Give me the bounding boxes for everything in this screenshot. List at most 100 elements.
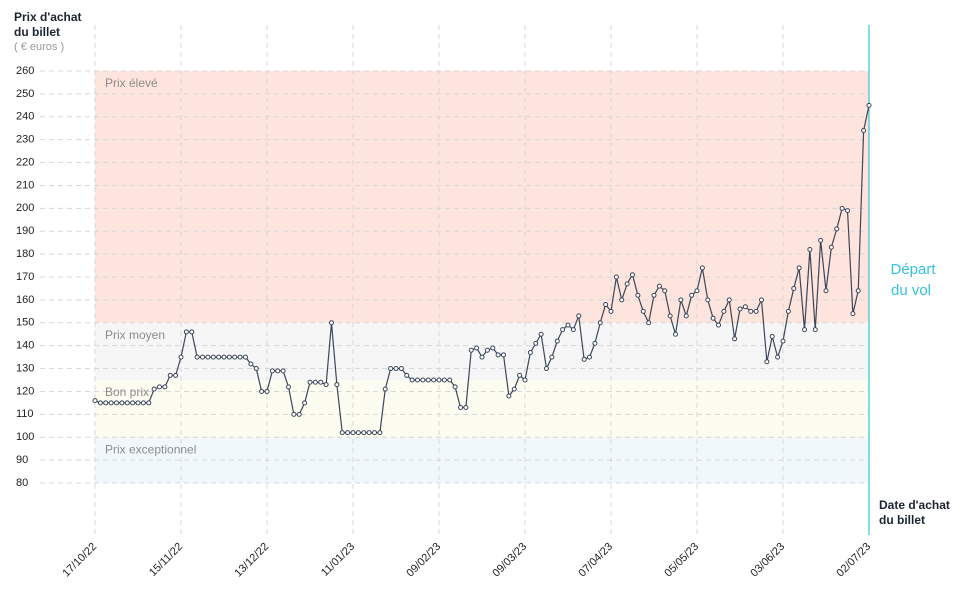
- price-point: [361, 430, 367, 436]
- price-point: [97, 400, 103, 406]
- price-point: [388, 366, 394, 372]
- price-point: [839, 205, 845, 211]
- price-point: [662, 288, 668, 294]
- y-tick-label: 170: [16, 271, 34, 283]
- y-tick-label: 100: [16, 431, 34, 443]
- price-point: [398, 366, 404, 372]
- price-point: [812, 327, 818, 333]
- y-tick-label: 120: [16, 385, 34, 397]
- band-label: Prix élevé: [105, 76, 158, 90]
- price-point: [624, 281, 630, 287]
- price-point: [431, 377, 437, 383]
- price-point: [501, 352, 506, 358]
- price-point: [678, 297, 684, 303]
- price-point: [200, 354, 205, 360]
- price-point: [275, 368, 281, 374]
- price-point: [329, 320, 334, 326]
- price-point: [656, 283, 662, 289]
- price-point: [506, 393, 512, 399]
- price-point: [135, 400, 141, 406]
- x-tick-label: 09/02/23: [404, 541, 443, 580]
- price-point: [791, 285, 797, 291]
- price-point: [533, 340, 539, 346]
- price-point: [259, 388, 265, 394]
- price-point: [286, 384, 291, 390]
- price-point: [474, 345, 480, 351]
- price-point: [683, 313, 689, 319]
- price-point: [796, 265, 802, 271]
- y-tick-label: 260: [16, 65, 34, 77]
- y-axis-title: du billet: [14, 25, 60, 39]
- price-point: [479, 354, 485, 360]
- price-point: [630, 272, 635, 278]
- price-point: [130, 400, 136, 406]
- price-point: [635, 292, 641, 298]
- y-axis-title: Prix d'achat: [14, 10, 82, 24]
- price-point: [517, 372, 523, 378]
- price-point: [742, 304, 748, 310]
- price-point: [694, 288, 700, 294]
- annotation: du vol: [891, 282, 931, 299]
- price-point: [264, 388, 270, 394]
- price-point: [699, 265, 705, 271]
- price-point: [570, 327, 576, 333]
- price-point: [667, 313, 673, 319]
- price-point: [447, 377, 453, 383]
- y-tick-label: 90: [16, 454, 28, 466]
- price-point: [366, 430, 372, 436]
- price-point: [189, 329, 195, 335]
- x-tick-label: 05/05/23: [662, 541, 701, 580]
- price-point: [726, 297, 732, 303]
- price-point: [291, 411, 297, 417]
- price-point: [232, 354, 238, 360]
- price-point: [689, 292, 695, 298]
- price-point: [828, 244, 834, 250]
- price-point: [673, 331, 678, 337]
- price-point: [312, 379, 318, 385]
- price-point: [248, 361, 254, 367]
- price-point: [554, 338, 560, 344]
- price-band: [95, 71, 869, 323]
- price-point: [866, 102, 872, 108]
- y-tick-label: 190: [16, 225, 34, 237]
- price-point: [345, 430, 351, 436]
- price-point: [382, 386, 388, 392]
- y-tick-label: 110: [16, 408, 34, 420]
- y-tick-label: 210: [16, 179, 34, 191]
- price-point: [549, 354, 555, 360]
- y-axis-unit: ( € euros ): [14, 41, 64, 53]
- y-tick-label: 140: [16, 340, 34, 352]
- price-point: [108, 400, 114, 406]
- price-point: [409, 377, 415, 383]
- x-tick-label: 09/03/23: [490, 541, 529, 580]
- price-point: [178, 354, 184, 360]
- price-point: [587, 354, 592, 360]
- band-label: Prix moyen: [105, 328, 165, 342]
- x-tick-label: 03/06/23: [748, 541, 787, 580]
- price-point: [280, 368, 286, 374]
- price-point: [721, 308, 727, 314]
- price-point: [576, 313, 582, 319]
- price-point: [415, 377, 420, 383]
- price-point: [157, 384, 162, 390]
- x-tick-label: 17/10/22: [60, 541, 99, 580]
- price-point: [592, 340, 598, 346]
- bands: [95, 71, 869, 483]
- price-point: [334, 382, 340, 388]
- price-point: [124, 400, 130, 406]
- price-point: [458, 404, 463, 410]
- price-point: [737, 306, 743, 312]
- price-point: [597, 320, 603, 326]
- price-point: [302, 400, 308, 406]
- price-point: [522, 377, 528, 383]
- price-point: [640, 308, 646, 314]
- price-point: [818, 237, 824, 243]
- price-point: [855, 288, 861, 294]
- price-point: [355, 430, 361, 436]
- price-point: [452, 384, 458, 390]
- price-point: [323, 382, 329, 388]
- price-point: [764, 359, 770, 365]
- price-point: [350, 430, 356, 436]
- x-tick-label: 13/12/22: [232, 541, 271, 580]
- price-point: [243, 354, 248, 360]
